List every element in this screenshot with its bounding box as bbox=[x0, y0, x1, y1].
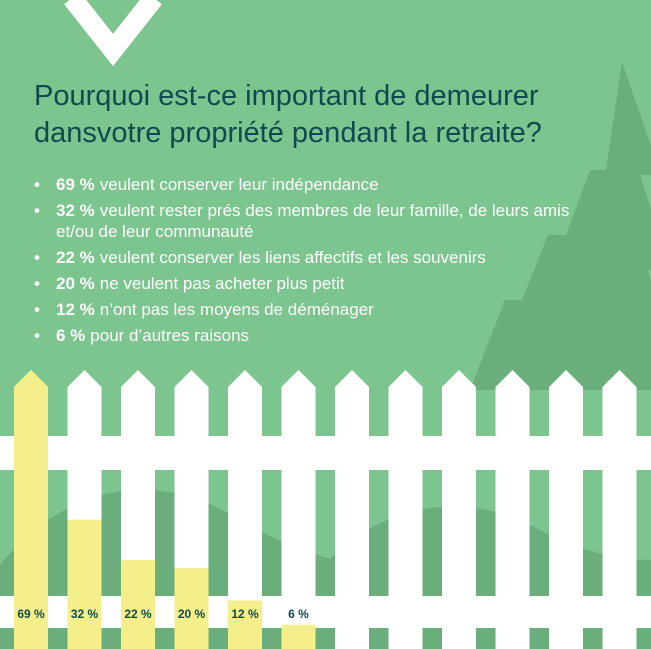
chart-bar-label: 22 % bbox=[124, 607, 152, 621]
list-item: 12 %n’ont pas les moyens de déménager bbox=[34, 299, 594, 320]
chart-bar-label: 32 % bbox=[71, 607, 99, 621]
list-item-text: veulent conserver leur indépendance bbox=[99, 175, 379, 194]
fence-picket bbox=[281, 370, 316, 649]
list-item: 20 %ne veulent pas acheter plus petit bbox=[34, 273, 594, 294]
chart-bar-label: 12 % bbox=[231, 607, 259, 621]
fence-rail-top bbox=[0, 436, 651, 470]
chart-bar bbox=[121, 560, 155, 649]
chart-bar-label: 6 % bbox=[288, 607, 309, 621]
list-item-text: pour d’autres raisons bbox=[90, 326, 250, 345]
chevron-down-icon bbox=[64, 0, 162, 67]
chart-bar-label: 20 % bbox=[178, 607, 206, 621]
list-item: 69 %veulent conserver leur indépendance bbox=[34, 174, 594, 195]
fence-picket bbox=[549, 370, 583, 649]
chart-bar bbox=[67, 519, 102, 649]
page-title: Pourquoi est-ce important de demeurer da… bbox=[34, 80, 542, 149]
list-item-text: veulent rester prés des membres de leur … bbox=[56, 201, 570, 241]
list-item: 22 %veulent conserver les liens affectif… bbox=[34, 247, 594, 268]
list-item-percent: 6 % bbox=[56, 326, 86, 345]
list-item-percent: 32 % bbox=[56, 201, 95, 220]
list-item: 6 %pour d’autres raisons bbox=[34, 325, 594, 346]
list-item-text: n’ont pas les moyens de déménager bbox=[99, 300, 374, 319]
chart-bar-labels: 69 % 32 % 22 % 20 % 12 % 6 % bbox=[17, 607, 309, 621]
fence-rail-bottom bbox=[0, 596, 651, 628]
chart-bar-label: 69 % bbox=[17, 607, 45, 621]
chart-bar bbox=[281, 624, 316, 649]
fence-picket bbox=[335, 370, 369, 649]
list-item: 32 %veulent rester prés des membres de l… bbox=[34, 200, 594, 242]
list-item-percent: 69 % bbox=[56, 175, 95, 194]
list-item-text: veulent conserver les liens affectifs et… bbox=[99, 248, 486, 267]
reasons-list: 69 %veulent conserver leur indépendance … bbox=[34, 174, 594, 351]
list-item-text: ne veulent pas acheter plus petit bbox=[99, 274, 345, 293]
chart-bar bbox=[14, 370, 48, 649]
fence-picket bbox=[228, 370, 262, 649]
list-item-percent: 20 % bbox=[56, 274, 95, 293]
fence-picket bbox=[388, 370, 423, 649]
fence-picket bbox=[602, 370, 637, 649]
list-item-percent: 22 % bbox=[56, 248, 95, 267]
list-item-percent: 12 % bbox=[56, 300, 95, 319]
chart-bar bbox=[228, 600, 262, 649]
chart-bars bbox=[14, 370, 316, 649]
fence-picket bbox=[442, 370, 476, 649]
fence-picket bbox=[495, 370, 530, 649]
chart-bar bbox=[174, 568, 209, 649]
